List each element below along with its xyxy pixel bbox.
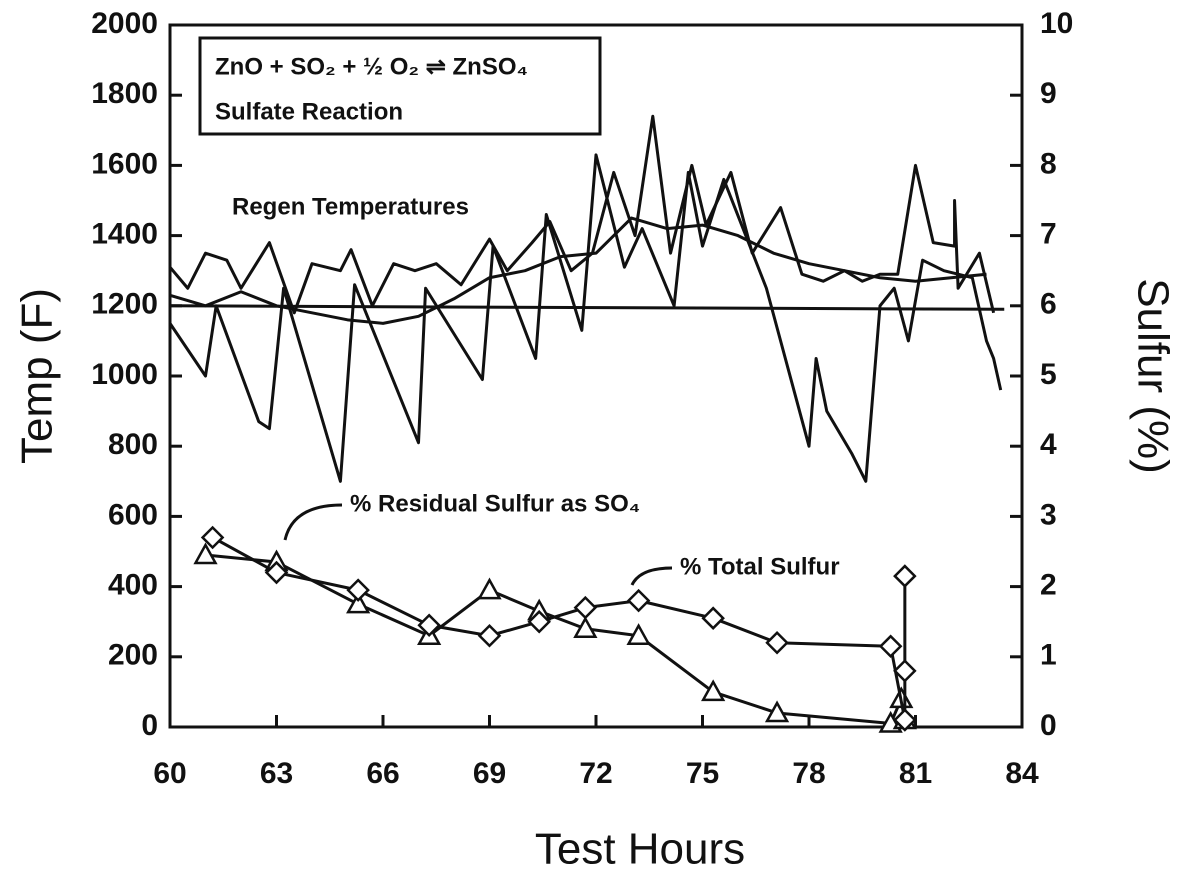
diamond-marker [346,578,370,602]
y2-tick-label: 7 [1040,218,1057,251]
y2-tick-label: 0 [1040,709,1057,742]
series-line [168,114,996,315]
x-tick-label: 69 [473,757,506,790]
series-label: % Total Sulfur [680,553,840,580]
equation-box [198,36,602,136]
plot-frame [168,23,1024,729]
series-line [168,153,1003,483]
triangle-marker [346,591,371,614]
diamond-marker [477,623,502,648]
x-tick-label: 75 [686,757,719,790]
triangle-marker [193,542,218,565]
x-tick-label: 78 [792,757,825,790]
triangle-marker [701,679,726,702]
y2-tick-label: 3 [1040,498,1057,531]
y-tick-label: 1600 [91,147,158,180]
diamond-marker [765,630,789,655]
diamond-marker [893,659,917,683]
x-tick-label: 60 [153,757,186,790]
series-line [169,304,1005,311]
diamond-marker [893,564,917,588]
triangle-marker [573,616,598,638]
y-tick-label: 2000 [91,7,158,40]
diamond-marker [264,560,289,585]
y-tick-label: 1800 [91,77,158,110]
diamond-marker [701,606,725,630]
y-tick-label: 1000 [91,358,158,391]
series-line [169,216,987,325]
y-tick-label: 600 [108,498,158,531]
diamond-marker [893,708,917,732]
y-tick-label: 1200 [91,288,158,321]
y-axis-title: Temp (F) [13,288,62,464]
diamond-marker [417,613,441,637]
y2-tick-label: 4 [1040,428,1057,461]
regen-label: Regen Temperatures [232,193,469,220]
reaction-label: Sulfate Reaction [215,98,403,125]
y-tick-label: 0 [141,709,158,742]
diamond-marker [200,525,225,550]
label-pointer [630,566,673,586]
y2-tick-label: 5 [1040,358,1057,391]
series-line [211,536,907,722]
diamond-marker [878,634,903,659]
x-tick-label: 81 [899,757,932,790]
diamond-marker [626,588,651,613]
triangle-marker [626,623,651,645]
y2-tick-label: 2 [1040,569,1057,602]
x-axis-title: Test Hours [535,825,745,870]
y-tick-label: 400 [108,569,158,602]
y2-tick-label: 1 [1040,639,1057,672]
x-tick-label: 72 [579,757,612,790]
y2-tick-label: 6 [1040,288,1057,321]
y-tick-label: 800 [108,428,158,461]
diamond-marker [527,609,551,634]
x-tick-label: 84 [1005,757,1039,790]
x-tick-label: 63 [260,757,293,790]
y2-tick-label: 9 [1040,77,1057,110]
x-tick-label: 66 [366,757,399,790]
y2-tick-label: 10 [1040,7,1073,40]
y-tick-label: 200 [108,639,158,672]
series-label: % Residual Sulfur as SO₄ [350,490,640,517]
y2-axis-title: Sulfur (%) [1128,278,1177,474]
y2-tick-label: 8 [1040,147,1057,180]
triangle-marker [477,577,502,600]
equation: ZnO + SO₂ + ½ O₂ ⇌ ZnSO₄ [215,53,528,80]
diamond-marker [573,595,598,620]
triangle-marker [764,700,790,723]
label-pointer [283,503,343,541]
y-tick-label: 1400 [91,218,158,251]
